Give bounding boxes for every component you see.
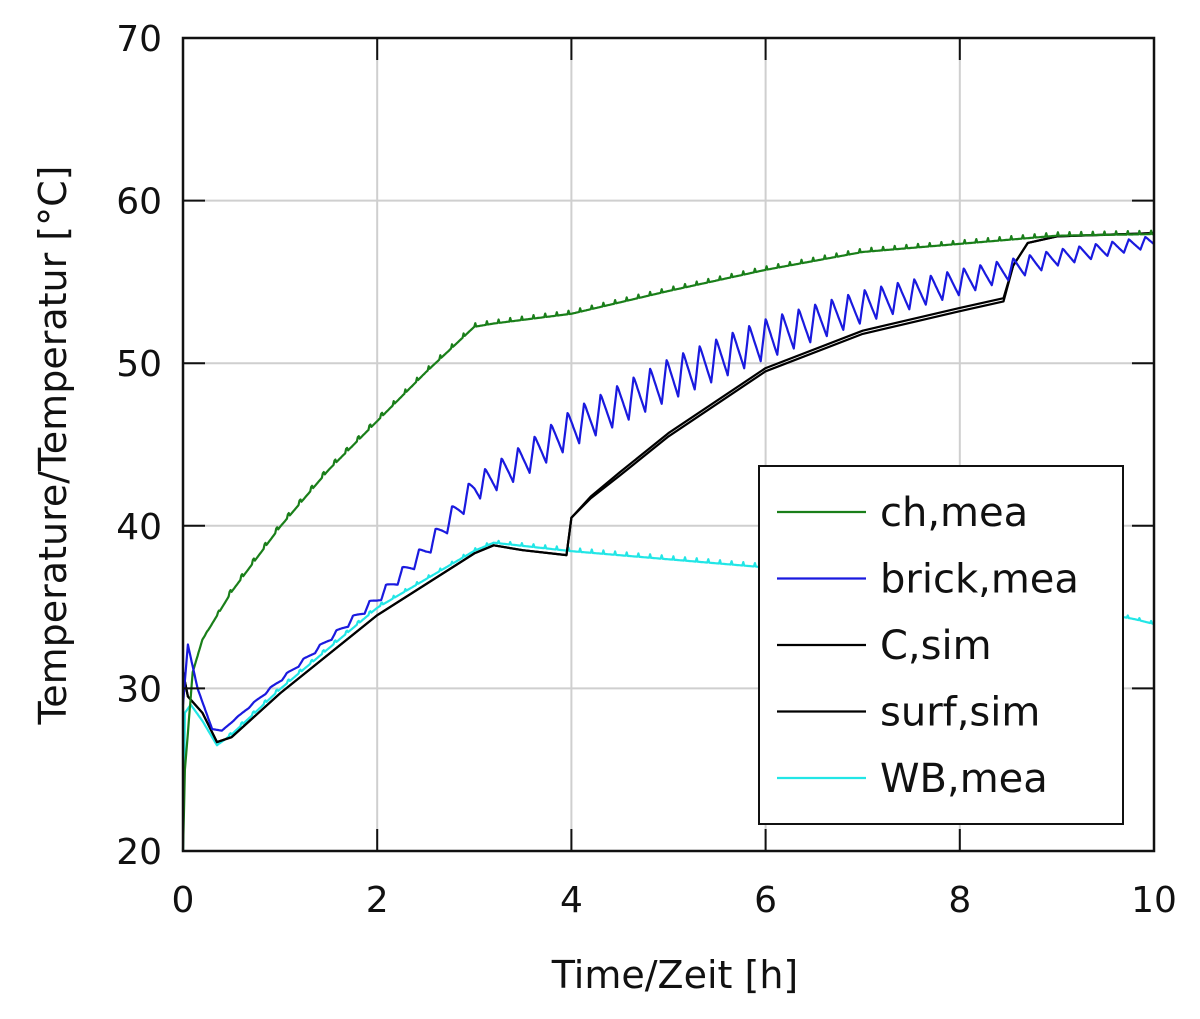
legend-label: ch,mea xyxy=(880,490,1028,536)
x-tick-label: 4 xyxy=(560,880,583,921)
legend-label: surf,sim xyxy=(880,690,1040,736)
plot-frame xyxy=(181,36,1156,853)
x-tick-label: 2 xyxy=(366,880,389,921)
x-axis-label: Time/Zeit [h] xyxy=(551,953,798,997)
legend-label: brick,mea xyxy=(880,557,1079,603)
x-tick-label: 6 xyxy=(754,880,777,921)
y-axis-label: Temperature/Temperatur [°C] xyxy=(31,166,75,726)
ticks: 0 2 4 6 8 10 20 30 40 50 60 70 xyxy=(116,19,1177,921)
series-line-c-sim xyxy=(181,232,1155,744)
x-tick-label: 0 xyxy=(172,880,195,921)
y-tick-label: 70 xyxy=(116,19,162,60)
legend-label: WB,mea xyxy=(880,756,1048,802)
y-tick-label: 20 xyxy=(116,832,162,873)
series-line-brick-mea xyxy=(181,235,1155,732)
legend: ch,mea brick,mea C,sim surf,sim WB,mea xyxy=(758,465,1124,825)
y-tick-label: 60 xyxy=(116,182,162,223)
y-tick-label: 40 xyxy=(116,507,162,548)
series-line-ch-mea xyxy=(181,229,1155,852)
x-tick-label: 8 xyxy=(948,880,971,921)
x-tick-label: 10 xyxy=(1131,880,1177,921)
legend-label: C,sim xyxy=(880,623,992,669)
y-tick-label: 50 xyxy=(116,344,162,385)
y-tick-label: 30 xyxy=(116,669,162,710)
